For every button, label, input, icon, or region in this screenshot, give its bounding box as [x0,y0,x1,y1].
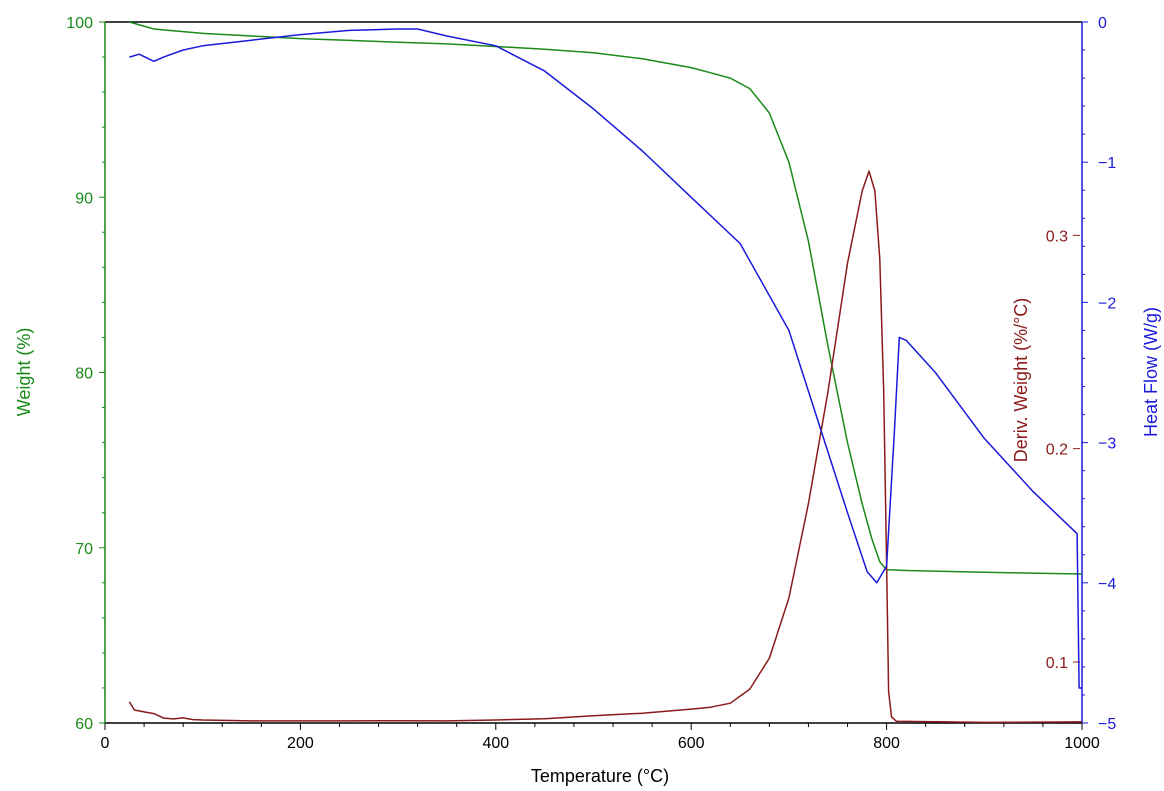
x-tick-label: 800 [873,735,900,752]
weight-series-line [129,21,1083,575]
heat-tick-label: −2 [1098,295,1116,312]
heat-tick-label: 0 [1098,15,1107,32]
weight-tick-label: 80 [75,366,93,383]
heat-tick-label: −5 [1098,716,1116,733]
weight-tick-label: 70 [75,541,93,558]
x-tick-label: 1000 [1064,735,1100,752]
x-tick-label: 0 [101,735,110,752]
weight-tick-label: 60 [75,716,93,733]
heat-tick-label: −1 [1098,155,1116,172]
heat-series-line [129,28,1082,689]
x-axis-title: Temperature (°C) [531,766,669,786]
deriv-tick-label: 0.2 [1046,442,1068,459]
deriv-axis-title: Deriv. Weight (%/°C) [1011,298,1031,463]
deriv-series-line [128,170,1083,724]
heat-axis-title: Heat Flow (W/g) [1141,307,1161,437]
heat-tick-label: −4 [1098,576,1116,593]
deriv-tick-label: 0.3 [1046,228,1068,245]
x-tick-label: 200 [287,735,314,752]
weight-tick-label: 100 [66,15,93,32]
weight-tick-label: 90 [75,190,93,207]
x-tick-label: 400 [482,735,509,752]
deriv-tick-label: 0.1 [1046,655,1068,672]
x-tick-label: 600 [678,735,705,752]
weight-axis-title: Weight (%) [14,328,34,417]
heat-tick-label: −3 [1098,436,1116,453]
